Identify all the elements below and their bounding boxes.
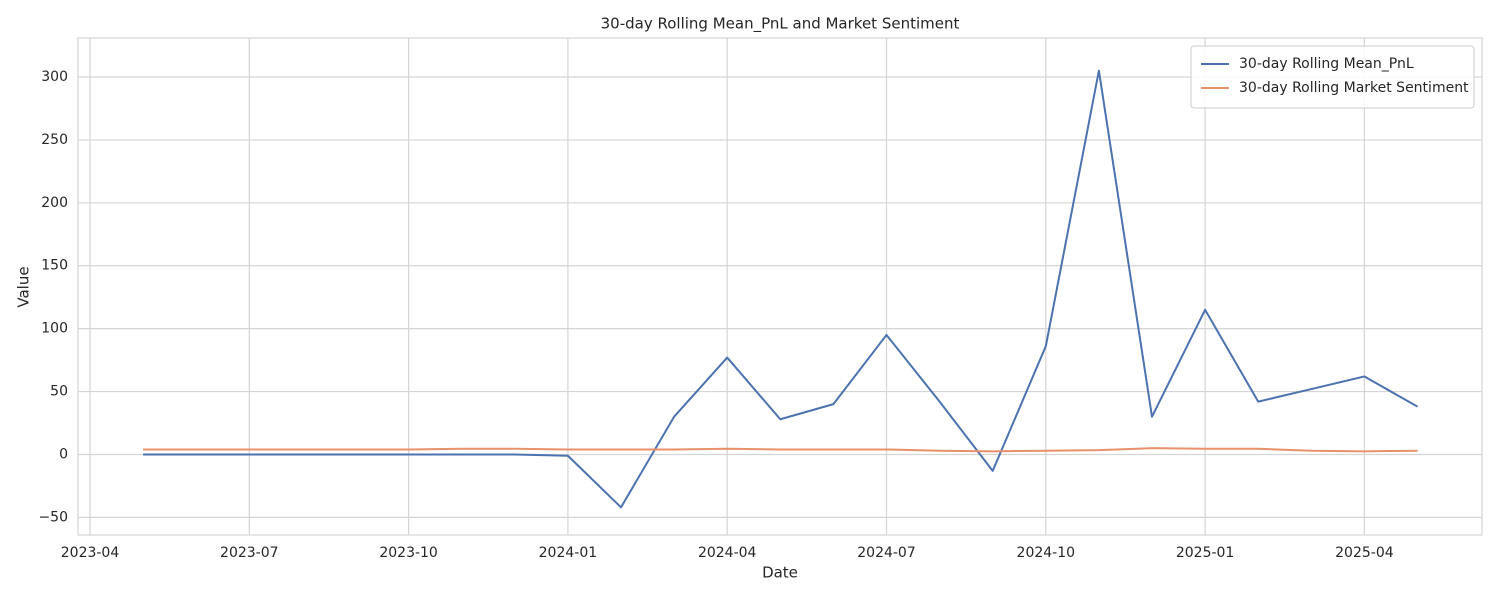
y-tick-label: −50: [38, 509, 68, 525]
series-line: [143, 69, 1418, 509]
x-tick-label: 2024-04: [698, 545, 757, 561]
x-tick-label: 2023-07: [220, 545, 279, 561]
x-tick-label: 2025-04: [1335, 545, 1394, 561]
x-tick-label: 2024-01: [539, 545, 598, 561]
x-tick-label: 2023-10: [379, 545, 438, 561]
y-tick-label: 250: [41, 132, 68, 148]
legend-label: 30-day Rolling Mean_PnL: [1239, 56, 1414, 72]
y-axis-label: Value: [15, 266, 33, 307]
legend: 30-day Rolling Mean_PnL 30-day Rolling Ma…: [1190, 45, 1475, 109]
y-tick-label: 150: [41, 258, 68, 274]
legend-label: 30-day Rolling Market Sentiment: [1239, 80, 1469, 96]
x-tick-label: 2024-10: [1017, 545, 1076, 561]
series-line: [143, 447, 1418, 453]
x-tick-label: 2023-04: [61, 545, 120, 561]
y-tick-label: 0: [59, 446, 68, 462]
chart-title: 30-day Rolling Mean_PnL and Market Senti…: [601, 15, 960, 34]
legend-box: [1190, 45, 1475, 109]
y-tick-label: 200: [41, 195, 68, 211]
x-tick-label: 2024-07: [857, 545, 916, 561]
x-axis-label: Date: [762, 564, 798, 582]
y-tick-label: 100: [41, 321, 68, 337]
y-tick-label: 50: [50, 384, 68, 400]
plot-frame: [77, 37, 1483, 536]
x-tick-label: 2025-01: [1176, 545, 1235, 561]
y-tick-label: 300: [41, 69, 68, 85]
